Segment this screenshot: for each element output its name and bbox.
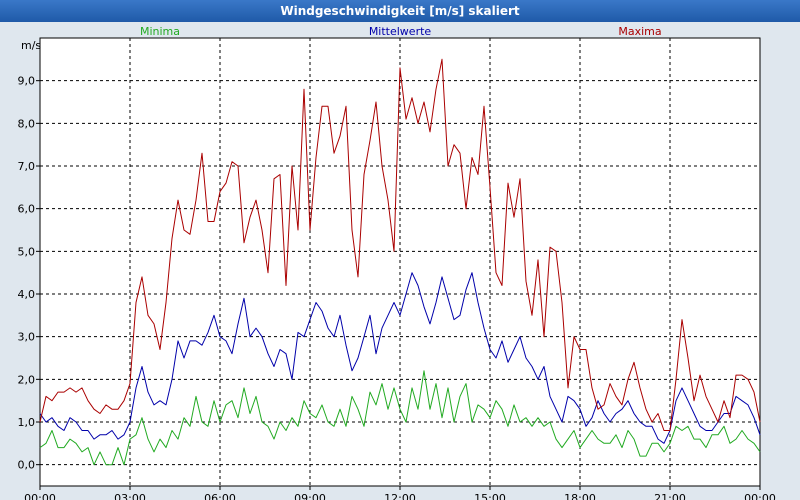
x-tick-time: 06:00 [204, 492, 236, 500]
series-line-minima [39, 370, 761, 466]
x-tick-time: 21:00 [654, 492, 686, 500]
x-tick-time: 12:00 [384, 492, 416, 500]
series-line-maxima [39, 58, 761, 431]
legend-entry-minima: Minima [140, 25, 180, 38]
window-title: Windgeschwindigkeit [m/s] skaliert [0, 0, 800, 22]
x-tick-time: 03:00 [114, 492, 146, 500]
y-tick-label: 6,0 [18, 203, 36, 216]
y-tick-label: 9,0 [18, 75, 36, 88]
x-tick-time: 00:00 [24, 492, 56, 500]
series-group [39, 58, 761, 466]
x-tick-time: 00:00 [744, 492, 776, 500]
legend-entry-mittelwerte: Mittelwerte [369, 25, 432, 38]
y-tick-label: 4,0 [18, 288, 36, 301]
y-axis-ticks: 0,0 1,0 2,0 3,0 4,0 5,0 6,0 7,0 8,0 9,0 [18, 75, 40, 472]
y-tick-label: 1,0 [18, 416, 36, 429]
y-tick-label: 3,0 [18, 331, 36, 344]
y-tick-label: 7,0 [18, 160, 36, 173]
line-chart: 0,0 1,0 2,0 3,0 4,0 5,0 6,0 7,0 8,0 9,0 00:0022.0… [18, 25, 776, 500]
series-line-mittelwerte [39, 272, 761, 444]
y-tick-label: 8,0 [18, 117, 36, 130]
x-tick-time: 18:00 [564, 492, 596, 500]
x-axis-ticks: 00:0022.03.1803:0022.03.1806:0022.03.180… [24, 486, 776, 500]
y-tick-label: 0,0 [18, 459, 36, 472]
legend: Minima Mittelwerte Maxima [140, 25, 662, 38]
y-tick-label: 2,0 [18, 373, 36, 386]
x-tick-time: 15:00 [474, 492, 506, 500]
y-tick-label: 5,0 [18, 245, 36, 258]
y-axis-label: m/s [21, 39, 41, 52]
x-tick-time: 09:00 [294, 492, 326, 500]
legend-entry-maxima: Maxima [618, 25, 661, 38]
